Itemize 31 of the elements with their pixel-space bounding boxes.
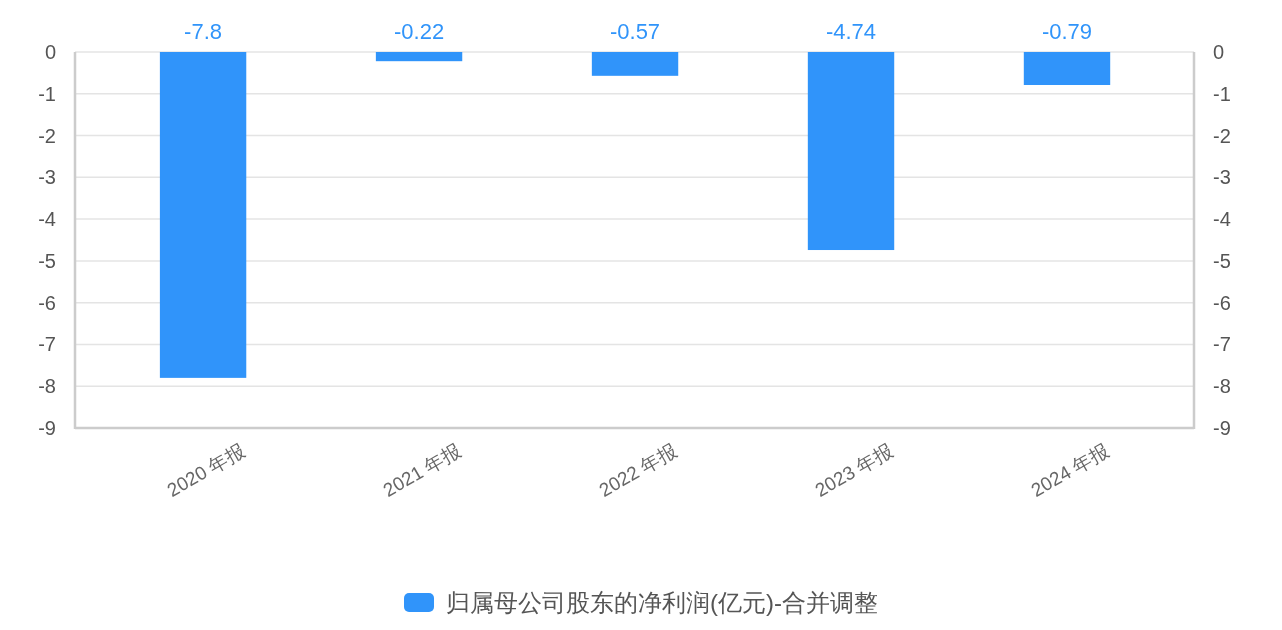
y2-tick-label: -3 bbox=[1213, 166, 1231, 189]
y2-tick-label: -8 bbox=[1213, 375, 1231, 398]
y-tick-label: -1 bbox=[38, 82, 56, 105]
y-tick-label: -8 bbox=[38, 375, 56, 398]
y-tick-label: 0 bbox=[44, 41, 56, 63]
y2-tick-label: -5 bbox=[1213, 249, 1231, 272]
y-tick-label: -2 bbox=[38, 124, 56, 147]
y-tick-label: -6 bbox=[38, 291, 56, 314]
y-tick-label: -3 bbox=[38, 166, 56, 189]
x-tick-label: 2021 年报 bbox=[379, 439, 465, 501]
legend-label: 归属母公司股东的净利润(亿元)-合并调整 bbox=[446, 589, 878, 616]
data-label: -0.22 bbox=[393, 19, 445, 44]
data-label: -0.79 bbox=[1041, 19, 1093, 44]
data-label: -7.8 bbox=[184, 19, 223, 44]
y2-tick-label: -9 bbox=[1213, 417, 1231, 439]
x-tick-label: 2024 年报 bbox=[1027, 439, 1113, 501]
y-tick-label: -7 bbox=[38, 333, 56, 356]
x-tick-label: 2020 年报 bbox=[163, 439, 249, 501]
y2-tick-label: -6 bbox=[1213, 291, 1231, 314]
y-tick-label: -5 bbox=[38, 249, 56, 272]
y2-tick-label: -7 bbox=[1213, 333, 1231, 356]
y-tick-label: -9 bbox=[38, 417, 56, 439]
y2-tick-label: -2 bbox=[1213, 124, 1231, 147]
data-label: -0.57 bbox=[609, 19, 661, 44]
y-tick-label: -4 bbox=[38, 208, 56, 231]
x-tick-label: 2022 年报 bbox=[595, 439, 681, 501]
y2-tick-label: -4 bbox=[1213, 208, 1231, 231]
x-tick-label: 2023 年报 bbox=[811, 439, 897, 501]
y2-tick-label: -1 bbox=[1213, 82, 1231, 105]
y2-tick-label: 0 bbox=[1213, 41, 1225, 63]
data-label: -4.74 bbox=[825, 19, 877, 44]
